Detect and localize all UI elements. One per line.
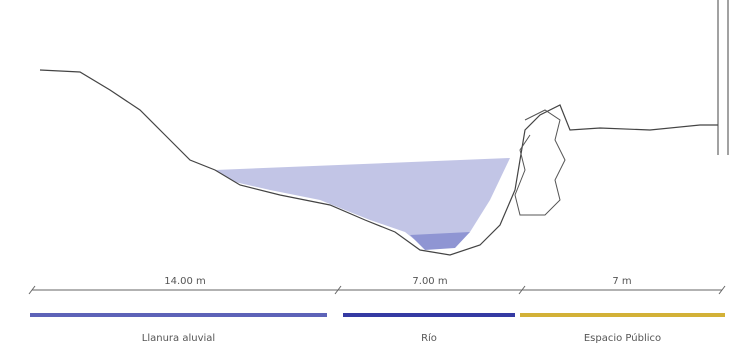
water-deep <box>410 232 470 250</box>
dimension-label: 7.00 m <box>412 276 447 287</box>
dimension-label: 7 m <box>612 276 631 287</box>
zone-label: Llanura aluvial <box>142 333 215 344</box>
dimension-label: 14.00 m <box>164 276 206 287</box>
zone-bar <box>520 313 725 317</box>
zone-bar <box>343 313 515 317</box>
terrain <box>40 70 718 255</box>
river-section: 14.00 m 7.00 m 7 m Llanura aluvial Río Espaci… <box>0 0 729 354</box>
zone-label: Río <box>421 332 437 344</box>
zone-bar <box>30 313 327 317</box>
zone-label: Espacio Público <box>584 332 661 344</box>
bank-stones <box>515 110 565 215</box>
